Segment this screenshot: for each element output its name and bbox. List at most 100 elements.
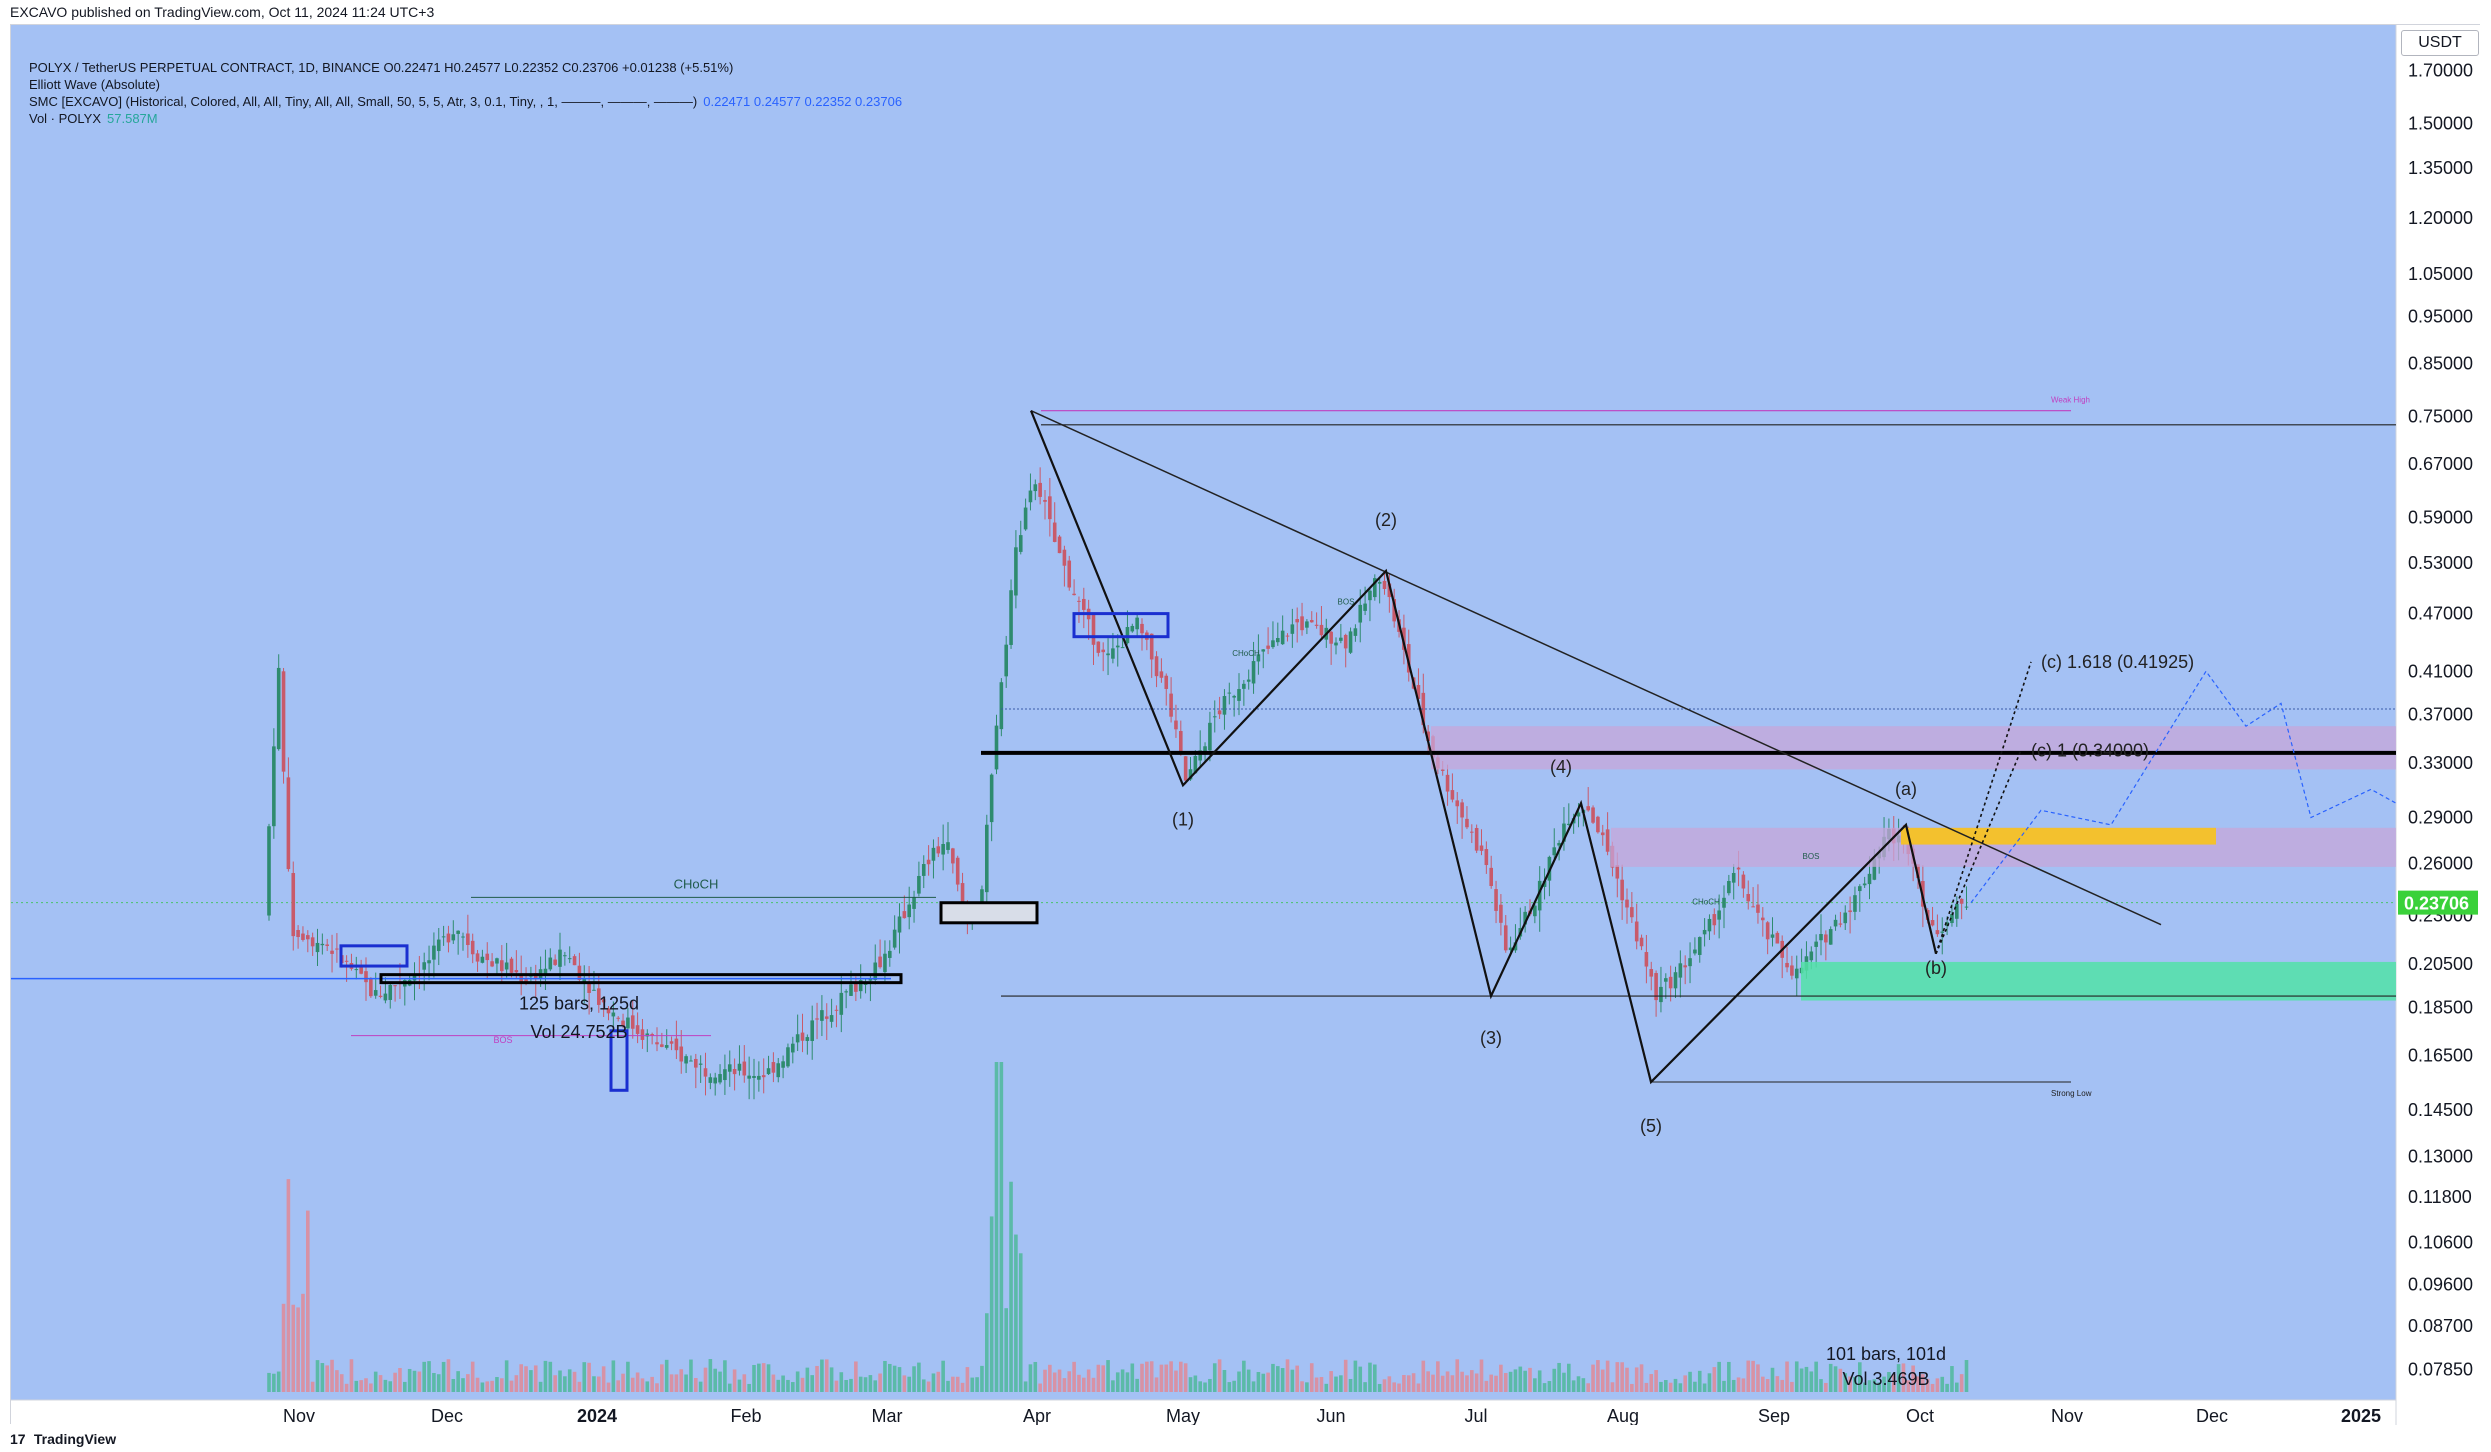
price-tick-label: 0.07850 xyxy=(2408,1359,2473,1379)
price-tick-label: 1.35000 xyxy=(2408,158,2473,178)
candle-body xyxy=(926,859,931,865)
candle-body xyxy=(955,857,960,885)
candle-body xyxy=(1358,604,1363,623)
candle-body xyxy=(698,1063,703,1065)
quote-unit: USDT xyxy=(2418,34,2462,51)
candle-body xyxy=(1537,880,1542,911)
candle-body xyxy=(713,1077,717,1084)
volume-bar xyxy=(941,1360,945,1392)
elliott-legend-row[interactable]: Elliott Wave (Absolute) xyxy=(29,76,902,93)
volume-bar xyxy=(965,1367,970,1392)
volume-bar xyxy=(1925,1378,1930,1392)
candle-body xyxy=(1232,695,1236,698)
volume-bar xyxy=(1154,1377,1159,1392)
candle-body xyxy=(999,682,1004,730)
volume-bar xyxy=(369,1383,373,1392)
chart-legend: POLYX / TetherUS PERPETUAL CONTRACT, 1D,… xyxy=(29,59,902,127)
candle xyxy=(727,1050,732,1087)
candle-body xyxy=(858,980,863,992)
candle xyxy=(1460,799,1464,839)
volume-bar xyxy=(582,1362,587,1392)
candle-body xyxy=(1416,685,1421,699)
candle xyxy=(650,1032,654,1045)
volume-legend-row[interactable]: Vol · POLYX 57.587M xyxy=(29,110,902,127)
price-chart[interactable]: 1.70000 1.50000 1.35000 1.20000 1.05000 0.950… xyxy=(11,25,2481,1425)
candle xyxy=(766,1055,771,1075)
candle xyxy=(732,1058,737,1091)
candle xyxy=(815,1002,819,1040)
price-tick-label: 0.26000 xyxy=(2408,854,2473,874)
candle xyxy=(1256,634,1261,675)
candle xyxy=(296,925,300,949)
candle xyxy=(829,998,834,1028)
volume-bar xyxy=(1082,1377,1086,1392)
volume-bar xyxy=(1062,1378,1067,1392)
candle xyxy=(917,861,921,897)
candle-body xyxy=(1664,978,1668,982)
candle-body xyxy=(1091,614,1096,645)
candle xyxy=(1741,871,1746,898)
candle xyxy=(1853,886,1857,921)
candle xyxy=(344,955,349,982)
candle xyxy=(1096,641,1101,657)
volume-bar xyxy=(1217,1359,1222,1392)
quote-unit-button[interactable]: USDT xyxy=(2401,30,2479,56)
price-tick-label: 0.16500 xyxy=(2408,1046,2473,1066)
target-zone xyxy=(1901,827,2216,845)
volume-bar xyxy=(383,1379,388,1392)
candle xyxy=(1455,792,1460,824)
volume-bar xyxy=(616,1380,620,1392)
volume-bar xyxy=(1891,1374,1896,1392)
volume-bar xyxy=(330,1359,334,1392)
candle-body xyxy=(1503,925,1508,951)
volume-bar xyxy=(611,1360,616,1392)
candle xyxy=(805,1034,810,1055)
volume-bar xyxy=(1455,1359,1460,1392)
candle-body xyxy=(1280,630,1285,645)
candle xyxy=(655,1027,659,1052)
volume-bar xyxy=(907,1376,911,1392)
volume-bar xyxy=(339,1374,344,1392)
candle xyxy=(1533,902,1537,924)
candle-body xyxy=(1557,842,1561,846)
candle-body xyxy=(446,933,451,943)
smc-legend-row[interactable]: SMC [EXCAVO] (Historical, Colored, All, … xyxy=(29,93,902,110)
volume-bar xyxy=(1387,1376,1392,1392)
candle-body xyxy=(567,958,572,960)
candle-body xyxy=(1600,832,1605,836)
candle xyxy=(1154,651,1159,688)
candle xyxy=(1091,614,1096,666)
volume-bar xyxy=(436,1374,441,1392)
candle xyxy=(1125,610,1130,645)
candle-body xyxy=(369,977,373,997)
volume-bar xyxy=(466,1374,470,1392)
candle xyxy=(1300,602,1304,636)
volume-bar xyxy=(1101,1365,1105,1392)
candle xyxy=(985,814,989,914)
candle xyxy=(1377,577,1382,604)
volume-bar xyxy=(1697,1370,1702,1392)
candle-body xyxy=(1838,923,1843,925)
symbol-legend-row[interactable]: POLYX / TetherUS PERPETUAL CONTRACT, 1D,… xyxy=(29,59,902,76)
volume-bar xyxy=(1295,1365,1299,1392)
volume-bar xyxy=(606,1382,611,1392)
volume-bar xyxy=(1057,1369,1062,1392)
candle-body xyxy=(660,1044,664,1047)
footer-brand[interactable]: 17 TradingView xyxy=(10,1426,116,1452)
chart-frame[interactable]: 1.70000 1.50000 1.35000 1.20000 1.05000 0.950… xyxy=(10,24,2481,1425)
candle xyxy=(1474,824,1479,854)
candle xyxy=(1489,855,1493,889)
candle-body xyxy=(485,953,490,961)
candle xyxy=(1770,917,1775,947)
candle xyxy=(698,1055,703,1083)
time-tick-label: 2024 xyxy=(577,1406,617,1425)
candle xyxy=(1620,864,1624,920)
candle-body xyxy=(839,992,844,1015)
volume-bar xyxy=(543,1360,548,1392)
volume-bar xyxy=(1353,1360,1358,1392)
volume-bar xyxy=(1741,1378,1746,1392)
candle xyxy=(475,949,480,972)
candle-body xyxy=(1266,645,1270,649)
candle xyxy=(1644,934,1649,984)
candle xyxy=(1838,911,1843,928)
